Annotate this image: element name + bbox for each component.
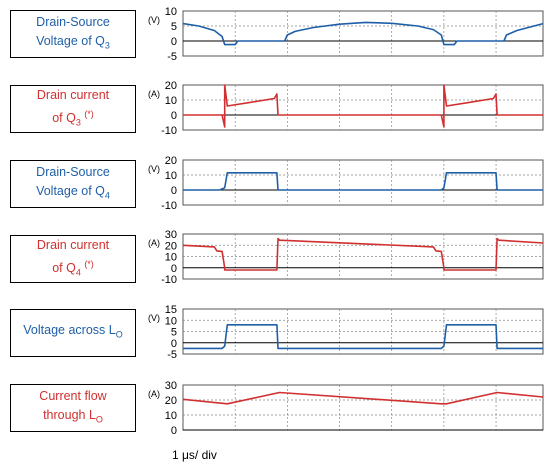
panel-label-0: Drain-Source Voltage of Q3 [10, 10, 136, 58]
panel-label-line: Voltage of Q3 [36, 33, 110, 51]
panel-label-4: Voltage across LO [10, 309, 136, 357]
y-tick-label: 0 [171, 185, 177, 197]
y-tick-label: 10 [165, 410, 177, 422]
unit-label: (A) [148, 389, 160, 399]
waveform-trace [183, 323, 543, 350]
y-tick-label: -10 [161, 125, 177, 137]
y-tick-label: -10 [161, 274, 177, 286]
panel-label-line: Drain current [36, 87, 110, 102]
y-tick-label: 0 [171, 263, 177, 275]
panel-label-line: through LO [43, 407, 103, 425]
y-tick-label: 10 [165, 95, 177, 107]
panel-label-line: Voltage of Q4 [36, 183, 110, 201]
y-tick-label: 10 [165, 6, 177, 18]
waveform-trace [182, 21, 544, 46]
unit-label: (A) [148, 89, 160, 99]
time-scale-label: 1 μs/ div [172, 448, 217, 462]
plot-frame [182, 384, 544, 431]
y-tick-label: 0 [171, 338, 177, 350]
plot-frame [182, 84, 544, 131]
panel-label-line: Drain-Source [36, 14, 110, 29]
plot-frame [182, 10, 544, 57]
panel-label-line: Drain-Source [36, 164, 110, 179]
y-tick-label: 20 [165, 155, 177, 167]
y-tick-label: 0 [171, 36, 177, 48]
unit-label: (V) [148, 15, 160, 25]
y-tick-label: 10 [165, 252, 177, 264]
y-tick-label: 20 [165, 80, 177, 92]
waveform-trace [182, 391, 544, 405]
y-tick-label: 5 [171, 21, 177, 33]
waveform-trace [183, 172, 543, 191]
panel-label-2: Drain-Source Voltage of Q4 [10, 160, 136, 208]
panel-label-line: of Q4 (*) [52, 258, 94, 278]
y-tick-label: 0 [171, 110, 177, 122]
panel-label-line: of Q3 (*) [52, 108, 94, 128]
y-tick-label: 5 [171, 327, 177, 339]
y-tick-label: 10 [165, 170, 177, 182]
waveform-trace [183, 84, 543, 128]
panel-label-1: Drain current of Q3 (*) [10, 85, 136, 133]
y-tick-label: 15 [165, 304, 177, 316]
panel-label-line: Voltage across LO [23, 323, 123, 340]
y-tick-label: 10 [165, 315, 177, 327]
panel-label-3: Drain current of Q4 (*) [10, 235, 136, 283]
plot-frame [182, 159, 544, 206]
panel-label-line: Drain current [36, 237, 110, 252]
waveform-trace [182, 237, 544, 271]
unit-label: (V) [148, 164, 160, 174]
y-tick-label: 30 [165, 229, 177, 241]
y-tick-label: -10 [161, 200, 177, 212]
y-tick-label: 30 [165, 380, 177, 392]
y-tick-label: -5 [167, 349, 177, 361]
y-tick-label: 20 [165, 395, 177, 407]
y-tick-label: 0 [171, 425, 177, 437]
y-tick-label: 20 [165, 240, 177, 252]
unit-label: (A) [148, 238, 160, 248]
unit-label: (V) [148, 313, 160, 323]
panel-label-line: Current flow [39, 388, 107, 403]
panel-label-5: Current flow through LO [10, 384, 136, 432]
y-tick-label: -5 [167, 51, 177, 63]
